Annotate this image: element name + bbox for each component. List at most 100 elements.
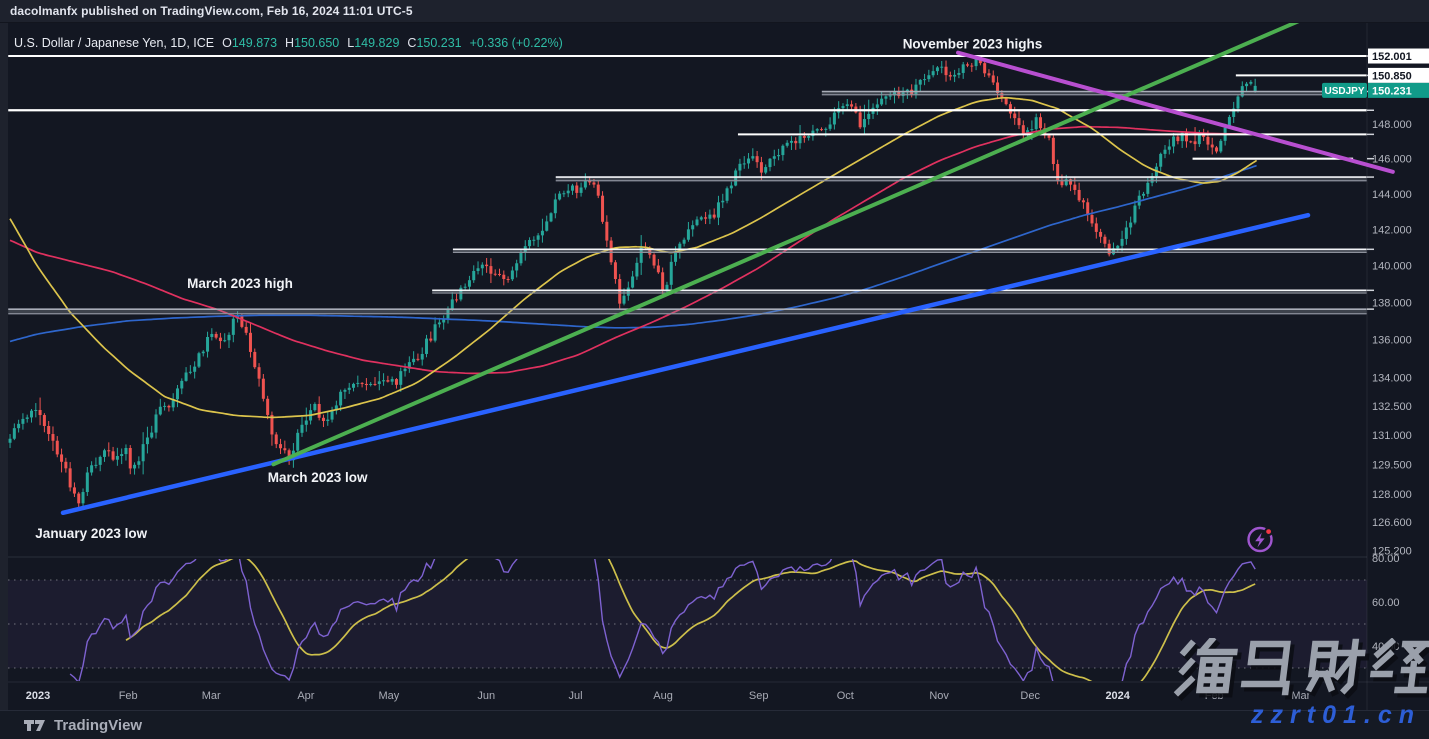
candle — [244, 326, 248, 333]
price-band-137.63[interactable] — [8, 308, 1367, 315]
price-tick-label: 134.000 — [1372, 372, 1412, 384]
candle — [734, 170, 738, 186]
candle — [1077, 189, 1081, 201]
candle — [1047, 135, 1051, 138]
candle — [708, 214, 712, 219]
trendline-falling-trend-magenta[interactable] — [956, 50, 1395, 174]
candle — [141, 444, 145, 462]
candle — [248, 332, 252, 352]
candle — [794, 140, 798, 144]
candle — [352, 383, 356, 388]
candle — [30, 410, 34, 418]
candle — [347, 387, 351, 390]
candles-layer — [8, 56, 1257, 509]
candle — [893, 92, 897, 96]
candle — [635, 262, 639, 277]
candle — [47, 425, 51, 435]
time-axis[interactable]: 2023 Feb Mar Apr May Jun Jul Aug Sep Oct Nov Dec 202… — [26, 690, 1311, 702]
time-tick-label: 2023 — [26, 690, 50, 702]
candle — [996, 82, 1000, 94]
candle — [433, 324, 437, 341]
candle — [570, 185, 574, 191]
candle — [884, 96, 888, 99]
candle — [253, 351, 257, 368]
annotation-january-2023-low[interactable]: January 2023 low — [35, 526, 147, 541]
candle — [1056, 164, 1060, 182]
candle — [158, 406, 162, 415]
candle — [55, 440, 59, 455]
candle — [21, 418, 25, 424]
candle — [223, 340, 227, 342]
candle — [412, 358, 416, 363]
price-tick-label: 136.000 — [1372, 335, 1412, 347]
candle — [953, 74, 957, 77]
price-band-138.65[interactable] — [432, 289, 1367, 294]
candle — [1202, 134, 1206, 137]
candle — [283, 448, 287, 451]
watermark-cjk-strokes — [1173, 635, 1429, 701]
candle — [1249, 81, 1253, 84]
candle — [755, 156, 759, 163]
candle — [961, 64, 965, 73]
trendline-rising-support-blue[interactable] — [60, 212, 1311, 516]
annotation-march-2023-high[interactable]: March 2023 high — [187, 276, 293, 291]
price-box-value: 150.231 — [1372, 85, 1412, 97]
candle — [210, 333, 214, 337]
candle — [1245, 83, 1249, 87]
price-band-140.9[interactable] — [452, 248, 1367, 253]
time-tick-label: Mar — [1291, 690, 1310, 702]
candle — [154, 414, 158, 433]
candle — [609, 240, 613, 263]
candle — [201, 351, 205, 354]
candle — [875, 104, 879, 108]
candle — [364, 383, 368, 386]
candle — [506, 279, 510, 281]
tradingview-logo-icon[interactable] — [24, 718, 46, 733]
candle — [558, 193, 562, 200]
annotations-layer: November 2023 highs March 2023 high March … — [35, 36, 1042, 541]
candle — [1129, 222, 1133, 228]
candle — [601, 195, 605, 222]
candle — [1111, 248, 1115, 255]
candle — [369, 383, 373, 386]
price-tick-label: 140.000 — [1372, 261, 1412, 273]
candle — [150, 432, 154, 438]
candle — [957, 72, 961, 75]
ma-fast-yellow — [9, 96, 1258, 419]
candle — [897, 92, 901, 97]
candle — [764, 167, 768, 173]
annotation-november-2023-highs[interactable]: November 2023 highs — [903, 36, 1043, 51]
rsi-tick-label: 80.00 — [1372, 553, 1400, 565]
price-axis[interactable]: 148.000 146.000 144.000 142.000 140.000 138.0… — [1322, 48, 1429, 653]
candle — [437, 322, 441, 325]
watermark-domain: zzrt01.cn — [1251, 701, 1421, 729]
tradingview-brand[interactable]: TradingView — [54, 716, 143, 734]
candle — [1004, 98, 1008, 105]
candle — [1236, 96, 1240, 109]
time-tick-label: Apr — [297, 690, 314, 702]
annotation-march-2023-low[interactable]: March 2023 low — [268, 470, 368, 485]
candle — [923, 79, 927, 81]
price-band-144.95[interactable] — [555, 176, 1367, 182]
candle — [987, 73, 991, 76]
time-tick-label: Nov — [929, 690, 949, 702]
candle — [1142, 193, 1146, 196]
candle — [171, 399, 175, 408]
time-tick-label: Mar — [202, 690, 221, 702]
candle — [983, 63, 987, 74]
candle — [115, 456, 119, 460]
time-tick-label: Oct — [837, 690, 854, 702]
candle — [858, 112, 862, 128]
candle — [553, 199, 557, 214]
candle — [562, 193, 566, 195]
time-tick-label: Sep — [749, 690, 769, 702]
candle — [1189, 141, 1193, 143]
candle — [442, 319, 446, 323]
candle — [716, 202, 720, 218]
flash-boost-icon[interactable] — [1243, 522, 1277, 556]
footer-bar: TradingView — [0, 710, 1429, 739]
trendline-rising-trend-green[interactable] — [271, 17, 1305, 467]
candle — [832, 112, 836, 125]
candle — [184, 372, 188, 381]
